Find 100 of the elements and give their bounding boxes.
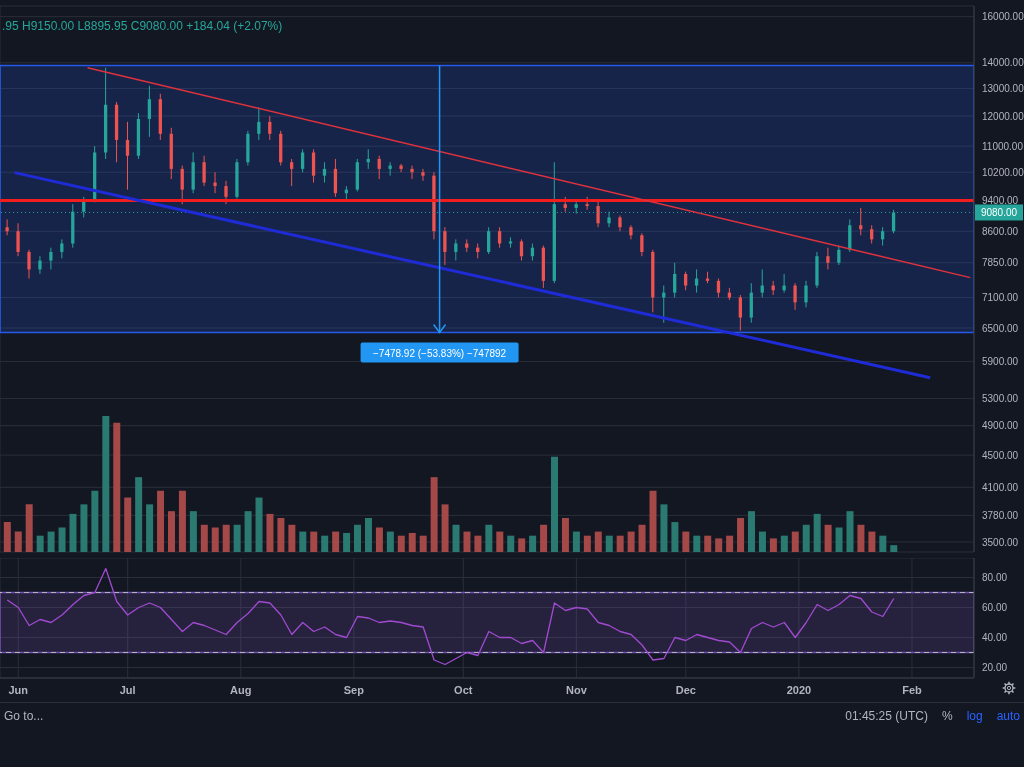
bar (627, 531, 635, 552)
bar (682, 531, 690, 552)
text: % (941, 709, 953, 723)
candlestick (443, 226, 447, 266)
bar (551, 456, 559, 552)
y-tick-label: 16000.00 (982, 11, 1024, 23)
bar (364, 517, 372, 552)
candlestick (487, 226, 491, 255)
text: log (966, 709, 983, 723)
bar (332, 531, 340, 552)
x-tick-label: Jul (119, 683, 136, 696)
bar (354, 524, 362, 552)
candlestick (202, 155, 206, 187)
bar (47, 531, 55, 552)
bar (715, 538, 723, 552)
candlestick (377, 155, 381, 180)
y-tick-label: 3780.00 (982, 509, 1019, 521)
bar (222, 524, 230, 552)
candlestick (5, 218, 9, 236)
candlestick (300, 148, 305, 173)
bar (375, 527, 383, 552)
bar (255, 497, 263, 552)
bar (277, 517, 285, 552)
x-tick-label: Sep (343, 683, 365, 696)
candlestick (125, 121, 130, 191)
bar (616, 535, 624, 552)
candlestick (826, 247, 830, 270)
x-tick-label: Feb (902, 683, 923, 696)
bar (288, 524, 296, 552)
bar (572, 531, 580, 552)
candlestick (224, 180, 228, 205)
y-tick-label: 20.00 (982, 662, 1008, 674)
bar (693, 535, 701, 552)
bar (704, 535, 712, 552)
bar (835, 527, 843, 552)
candlestick (837, 245, 841, 266)
y-tick-label: 9400.00 (982, 195, 1019, 207)
bar (594, 531, 602, 552)
candlestick (519, 238, 524, 262)
bar (660, 504, 668, 552)
bar (846, 511, 854, 552)
candlestick (859, 207, 863, 236)
y-tick-label: 4500.00 (982, 449, 1019, 461)
bar (343, 532, 351, 552)
bar (36, 535, 44, 552)
line-series (6, 567, 895, 666)
bar (463, 531, 471, 552)
candlestick (716, 278, 721, 298)
bar (408, 532, 416, 552)
bar (561, 517, 569, 552)
bar (244, 511, 252, 552)
bar (157, 490, 165, 552)
bar (146, 504, 154, 552)
bar (91, 490, 99, 552)
bar (890, 545, 898, 552)
candlestick (793, 282, 797, 311)
y-tick-label: 4100.00 (982, 481, 1019, 493)
bar (824, 524, 832, 552)
bar (518, 538, 526, 552)
candlestick (180, 165, 184, 205)
annotation: −7478.92 (−53.83%) −747892 (372, 347, 507, 359)
bar (583, 535, 591, 552)
candlestick (694, 268, 699, 294)
bar (780, 535, 788, 552)
y-tick-label: 3500.00 (982, 536, 1019, 548)
bar (189, 511, 197, 552)
y-tick-label: 5900.00 (982, 356, 1019, 368)
bar (441, 504, 449, 552)
bar (102, 415, 110, 552)
text: Go to... (4, 709, 44, 723)
candlestick (257, 107, 261, 141)
candlestick (640, 232, 644, 257)
text: auto (996, 709, 1020, 723)
y-tick-label: 5300.00 (982, 393, 1019, 405)
bar (638, 524, 646, 552)
bar (266, 513, 274, 552)
y-tick-label: 6500.00 (982, 322, 1019, 334)
bar (748, 511, 755, 552)
bar (113, 422, 121, 552)
candlestick (673, 262, 677, 298)
y-tick-label: 40.00 (982, 632, 1008, 644)
candlestick (38, 255, 42, 275)
candlestick (410, 165, 414, 180)
bar (737, 517, 745, 552)
bar (299, 531, 307, 552)
bar (167, 511, 175, 552)
candlestick (16, 222, 20, 257)
candlestick (213, 171, 217, 194)
y-tick-label: 80.00 (982, 572, 1008, 584)
candlestick (290, 158, 294, 187)
x-tick-label: Oct (454, 683, 473, 696)
bar (529, 535, 537, 552)
y-tick-label: 4900.00 (982, 420, 1019, 432)
bar (58, 527, 66, 552)
bar (124, 497, 132, 552)
ref-line-label: 9080.00 (980, 207, 1018, 219)
candlestick (683, 271, 688, 291)
candlestick (147, 85, 152, 138)
candlestick (49, 247, 53, 270)
y-tick-label: 12000.00 (982, 110, 1024, 122)
